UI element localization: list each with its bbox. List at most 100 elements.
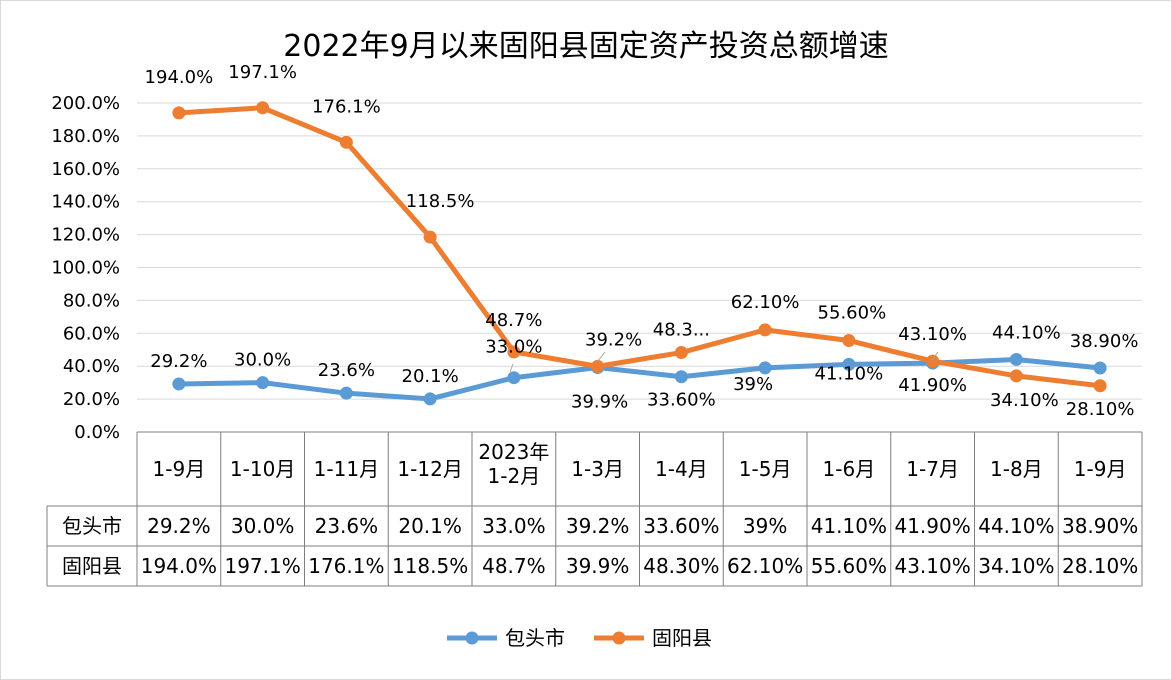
data-label: 33.60% bbox=[647, 390, 716, 411]
y-tick-label: 200.0% bbox=[51, 93, 120, 114]
data-point bbox=[423, 392, 437, 406]
table-cell-value: 29.2% bbox=[147, 514, 211, 538]
data-label: 176.1% bbox=[312, 96, 381, 117]
table-cell-value: 194.0% bbox=[141, 554, 217, 578]
data-point bbox=[842, 357, 856, 371]
data-point bbox=[674, 370, 688, 384]
table-cell-value: 55.60% bbox=[811, 554, 887, 578]
x-category-label: 1-9月 bbox=[153, 457, 206, 481]
table-cell-value: 33.0% bbox=[482, 514, 546, 538]
data-point bbox=[758, 361, 772, 375]
data-label: 33.0% bbox=[485, 337, 542, 358]
x-category-label: 1-12月 bbox=[397, 457, 462, 481]
data-point bbox=[507, 371, 521, 385]
legend-label: 固阳县 bbox=[652, 626, 712, 650]
table-cell-value: 28.10% bbox=[1062, 554, 1138, 578]
data-label: 197.1% bbox=[228, 62, 297, 83]
x-category-label: 1-10月 bbox=[230, 457, 295, 481]
leader-line bbox=[931, 351, 939, 361]
data-label: 39% bbox=[733, 374, 773, 395]
table-cell-value: 48.7% bbox=[482, 554, 546, 578]
data-label: 43.10% bbox=[898, 324, 967, 345]
data-label: 194.0% bbox=[145, 67, 214, 88]
data-point bbox=[842, 334, 856, 348]
legend-marker bbox=[612, 631, 626, 645]
table-cell-value: 118.5% bbox=[392, 554, 468, 578]
table-cell-value: 43.10% bbox=[894, 554, 970, 578]
data-label: 118.5% bbox=[406, 191, 475, 212]
data-point bbox=[507, 345, 521, 359]
table-cell-value: 23.6% bbox=[315, 514, 379, 538]
data-label: 62.10% bbox=[731, 292, 800, 313]
data-label: 55.60% bbox=[818, 303, 887, 324]
data-label: 41.90% bbox=[898, 375, 967, 396]
data-label: 39.2% bbox=[585, 330, 642, 351]
y-tick-label: 80.0% bbox=[63, 290, 120, 311]
data-point bbox=[423, 230, 437, 244]
table-cell-value: 41.10% bbox=[811, 514, 887, 538]
data-point bbox=[591, 359, 605, 373]
y-tick-label: 60.0% bbox=[63, 323, 120, 344]
x-category-label: 1-4月 bbox=[655, 457, 708, 481]
table-cell-value: 39% bbox=[743, 514, 787, 538]
leader-line bbox=[509, 363, 514, 373]
x-category-label: 1-3月 bbox=[571, 457, 624, 481]
table-cell-value: 176.1% bbox=[308, 554, 384, 578]
table-cell-value: 34.10% bbox=[978, 554, 1054, 578]
data-label: 29.2% bbox=[150, 351, 207, 372]
data-label: 39.9% bbox=[571, 391, 628, 412]
x-category-label: 2023年 1-2月 bbox=[478, 440, 549, 488]
table-cell-value: 48.30% bbox=[643, 554, 719, 578]
data-point bbox=[926, 354, 940, 368]
data-point bbox=[172, 377, 186, 391]
table-cell-value: 41.90% bbox=[894, 514, 970, 538]
x-category-label: 1-6月 bbox=[823, 457, 876, 481]
data-point bbox=[1093, 379, 1107, 393]
data-label: 38.90% bbox=[1070, 331, 1139, 352]
data-label: 44.10% bbox=[992, 322, 1061, 343]
data-point bbox=[1009, 369, 1023, 383]
data-point bbox=[1009, 352, 1023, 366]
data-label: 23.6% bbox=[318, 360, 375, 381]
table-cell-value: 197.1% bbox=[224, 554, 300, 578]
y-tick-label: 180.0% bbox=[51, 126, 120, 147]
x-category-label: 1-8月 bbox=[990, 457, 1043, 481]
data-point bbox=[339, 135, 353, 149]
y-tick-label: 20.0% bbox=[63, 389, 120, 410]
table-series-name: 固阳县 bbox=[62, 554, 122, 578]
table-cell-value: 38.90% bbox=[1062, 514, 1138, 538]
table-cell-value: 20.1% bbox=[398, 514, 462, 538]
legend-label: 包头市 bbox=[505, 626, 565, 650]
y-tick-label: 0.0% bbox=[74, 422, 120, 443]
chart-title: 2022年9月以来固阳县固定资产投资总额增速 bbox=[283, 29, 888, 64]
x-category-label: 1-11月 bbox=[314, 457, 379, 481]
x-category-label: 1-5月 bbox=[739, 457, 792, 481]
table-cell-value: 39.2% bbox=[566, 514, 630, 538]
data-point bbox=[256, 101, 270, 115]
table-cell-value: 39.9% bbox=[566, 554, 630, 578]
leader-line bbox=[596, 351, 606, 363]
y-tick-label: 160.0% bbox=[51, 159, 120, 180]
table-cell-value: 44.10% bbox=[978, 514, 1054, 538]
legend-marker bbox=[465, 631, 479, 645]
x-category-label: 1-7月 bbox=[906, 457, 959, 481]
data-label: 28.10% bbox=[1066, 399, 1135, 420]
data-label: 20.1% bbox=[402, 366, 459, 387]
y-tick-label: 120.0% bbox=[51, 225, 120, 246]
data-label: 48.7% bbox=[485, 310, 542, 331]
data-label: 30.0% bbox=[234, 350, 291, 371]
table-cell-value: 33.60% bbox=[643, 514, 719, 538]
x-category-label: 1-9月 bbox=[1074, 457, 1127, 481]
data-point bbox=[256, 376, 270, 390]
data-point bbox=[339, 386, 353, 400]
table-cell-value: 30.0% bbox=[231, 514, 295, 538]
table-cell-value: 62.10% bbox=[727, 554, 803, 578]
data-label: 48.3... bbox=[653, 320, 710, 341]
table-series-name: 包头市 bbox=[62, 514, 122, 538]
data-label: 34.10% bbox=[990, 390, 1059, 411]
y-tick-label: 140.0% bbox=[51, 192, 120, 213]
data-point bbox=[172, 106, 186, 120]
data-label: 41.10% bbox=[815, 363, 884, 384]
y-tick-label: 40.0% bbox=[63, 356, 120, 377]
